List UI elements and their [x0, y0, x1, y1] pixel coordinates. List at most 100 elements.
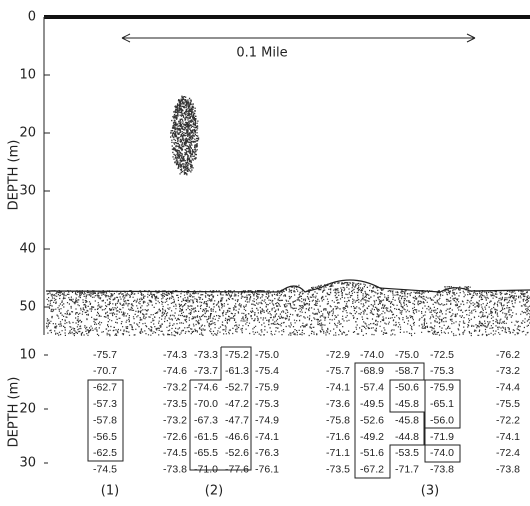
table-value: -72.5 [430, 349, 454, 361]
table-value: -65.5 [194, 447, 218, 459]
table-y-tick-label: 30 [19, 456, 36, 471]
table-value: -75.8 [326, 414, 350, 426]
table-value: -74.6 [163, 365, 187, 377]
table-value: -75.5 [496, 398, 520, 410]
table-value: -52.7 [225, 382, 249, 394]
table-value: -68.9 [360, 365, 384, 377]
y-axis-label: DEPTH (m) [7, 140, 22, 211]
table-value: -74.4 [496, 382, 520, 394]
table-value: -49.5 [360, 398, 384, 410]
table-value: -51.6 [360, 447, 384, 459]
table-value: -56.5 [93, 431, 117, 443]
y-tick-label: 50 [19, 300, 36, 315]
table-value: -73.3 [194, 349, 218, 361]
echo-noise [46, 95, 530, 337]
table-value: -75.3 [255, 398, 279, 410]
table-value: -56.0 [430, 414, 454, 426]
table-value: -76.3 [255, 447, 279, 459]
table-value: -71.1 [326, 447, 350, 459]
y-tick-label: 30 [19, 184, 36, 199]
table-value: -75.7 [326, 365, 350, 377]
table-value: -71.6 [326, 431, 350, 443]
table-value: -75.7 [93, 349, 117, 361]
table-value: -62.7 [93, 382, 117, 394]
table-value: -53.5 [395, 447, 419, 459]
table-value: -72.9 [326, 349, 350, 361]
table-value: -57.3 [93, 398, 117, 410]
table-y-axis-label: DEPTH (m) [7, 377, 22, 448]
group2-box [189, 346, 252, 471]
table-y-tick-label: 20 [19, 402, 36, 417]
table-value: -62.5 [93, 447, 117, 459]
table-value: -74.5 [93, 464, 117, 476]
table-value: -67.2 [360, 464, 384, 476]
table-value: -57.4 [360, 382, 384, 394]
y-tick-label: 10 [19, 68, 36, 83]
table-value: -76.2 [496, 349, 520, 361]
group-label: (1) [101, 484, 119, 499]
table-value: -45.8 [395, 398, 419, 410]
scale-label: 0.1 Mile [236, 46, 287, 61]
table-value: -72.2 [496, 414, 520, 426]
table-value: -72.4 [496, 447, 520, 459]
table-value: -46.6 [225, 431, 249, 443]
table-value: -57.8 [93, 414, 117, 426]
table-value: -50.6 [395, 382, 419, 394]
table-value: -72.6 [163, 431, 187, 443]
table-value: -73.2 [496, 365, 520, 377]
table-value: -73.2 [163, 382, 187, 394]
table-value: -74.9 [255, 414, 279, 426]
table-value: -73.5 [163, 398, 187, 410]
table-value: -75.0 [255, 349, 279, 361]
y-tick-label: 0 [28, 10, 36, 25]
table-value: -75.3 [430, 365, 454, 377]
table-value: -75.0 [395, 349, 419, 361]
table-value: -74.6 [194, 382, 218, 394]
table-value: -52.6 [360, 414, 384, 426]
table-value: -75.4 [255, 365, 279, 377]
table-value: -74.1 [326, 382, 350, 394]
table-value: -44.8 [395, 431, 419, 443]
group-label: (3) [421, 484, 439, 499]
table-value: -76.1 [255, 464, 279, 476]
table-value: -74.0 [430, 447, 454, 459]
table-value: -75.9 [255, 382, 279, 394]
table-value: -47.2 [225, 398, 249, 410]
table-value: -47.7 [225, 414, 249, 426]
table-value: -73.8 [496, 464, 520, 476]
table-value: -67.3 [194, 414, 218, 426]
table-value: -74.0 [360, 349, 384, 361]
table-value: -74.1 [255, 431, 279, 443]
table-value: -49.2 [360, 431, 384, 443]
bottom-line [45, 279, 530, 293]
table-value: -73.6 [326, 398, 350, 410]
table-value: -73.7 [194, 365, 218, 377]
table-value: -75.9 [430, 382, 454, 394]
surface-line [44, 15, 530, 19]
table-value: -73.2 [163, 414, 187, 426]
table-value: -71.0 [194, 464, 218, 476]
table-value: -61.3 [225, 365, 249, 377]
group3-box-b [424, 379, 461, 463]
table-value: -58.7 [395, 365, 419, 377]
table-value: -70.0 [194, 398, 218, 410]
y-tick-label: 20 [19, 126, 36, 141]
table-value: -70.7 [93, 365, 117, 377]
table-value: -45.8 [395, 414, 419, 426]
table-value: -74.1 [496, 431, 520, 443]
table-value: -71.9 [430, 431, 454, 443]
table-value: -74.3 [163, 349, 187, 361]
table-value: -52.6 [225, 447, 249, 459]
table-value: -65.1 [430, 398, 454, 410]
y-tick-label: 40 [19, 242, 36, 257]
table-value: -75.2 [225, 349, 249, 361]
table-value: -74.5 [163, 447, 187, 459]
scale-arrows [121, 33, 476, 43]
table-value: -73.8 [163, 464, 187, 476]
table-value: -73.8 [430, 464, 454, 476]
table-value: -71.7 [395, 464, 419, 476]
group-label: (2) [205, 484, 223, 499]
group3-box-a [354, 362, 425, 479]
table-y-tick-label: 10 [19, 348, 36, 363]
